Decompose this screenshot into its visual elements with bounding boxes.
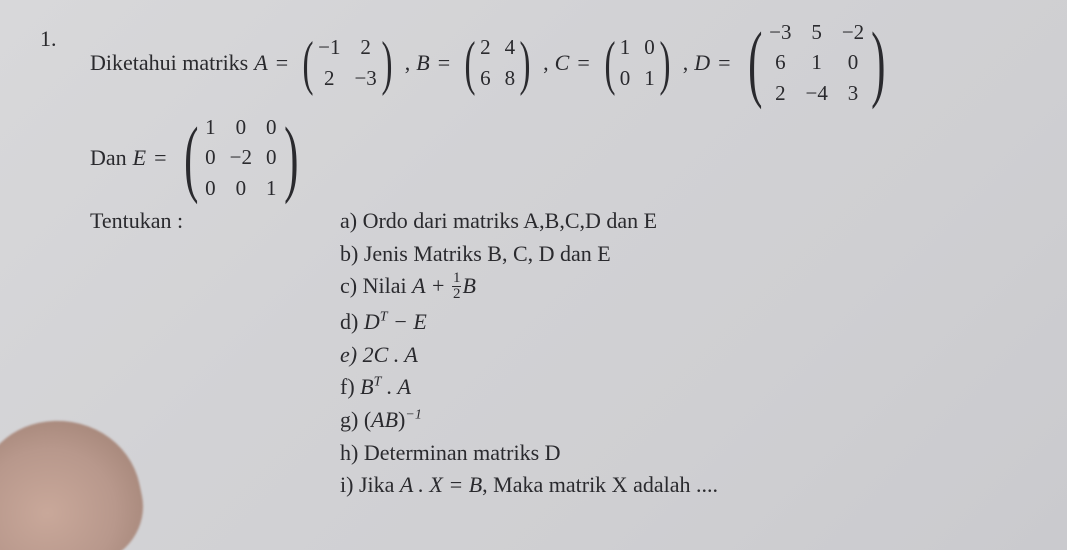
equals-icon: = [154,143,166,173]
cell: 0 [644,33,655,61]
cell: 2 [480,33,491,61]
cell: 8 [505,64,516,92]
item-c-prefix: c) Nilai [340,273,412,298]
cell: 6 [480,64,491,92]
cell: 2 [354,33,376,61]
item-c-A: A + [412,273,451,298]
dan-E-line: Dan E = ( 1 0 0 0 −2 0 0 0 1 ) [90,113,1027,202]
item-g-prefix: g) ( [340,407,371,432]
transpose-superscript: T [380,310,388,325]
matrix-B: ( 2 4 6 8 ) [460,33,535,92]
item-e: e) 2C . A [340,340,1027,370]
item-f-prefix: f) [340,374,360,399]
item-f-B: B [360,374,373,399]
cell: 4 [505,33,516,61]
frac-num: 1 [452,271,462,287]
cell: −4 [806,79,828,107]
question-line-1: Diketahui matriks A = ( −1 2 2 −3 ) , B … [90,18,1027,107]
matrix-B-label: B [416,48,429,78]
item-d-rest: − E [388,309,427,334]
cell: −2 [230,143,252,171]
comma: , [405,48,411,78]
comma: , [543,48,549,78]
item-b: b) Jenis Matriks B, C, D dan E [340,239,1027,269]
matrix-C: ( 1 0 0 1 ) [600,33,675,92]
equals-icon: = [276,48,288,78]
item-h: h) Determinan matriks D [340,438,1027,468]
item-i-prefix: i) Jika [340,472,400,497]
matrix-D: ( −3 5 −2 6 1 0 2 −4 3 ) [741,18,893,107]
lead-text: Diketahui matriks [90,48,248,78]
page: 1. Diketahui matriks A = ( −1 2 2 −3 ) ,… [0,0,1067,500]
matrix-D-label: D [694,48,710,78]
matrix-E: ( 1 0 0 0 −2 0 0 0 1 ) [177,113,306,202]
item-i-rest: , Maka matrik X adalah .... [482,472,718,497]
cell: 2 [318,64,340,92]
tentukan-label: Tentukan : [90,206,340,236]
fraction-half: 12 [452,271,462,302]
cell: 0 [230,174,252,202]
item-c: c) Nilai A + 12B [340,271,1027,303]
equals-icon: = [577,48,589,78]
matrix-C-label: C [555,48,570,78]
item-g: g) (AB)−1 [340,405,1027,435]
cell: 0 [266,113,277,141]
cell: 0 [266,143,277,171]
inverse-superscript: −1 [405,408,421,423]
item-i: i) Jika A . X = B, Maka matrik X adalah … [340,470,1027,500]
item-d-prefix: d) [340,309,364,334]
cell: 1 [806,48,828,76]
item-d: d) DT − E [340,307,1027,337]
matrix-E-label: E [133,143,146,173]
cell: 6 [769,48,791,76]
cell: 2 [769,79,791,107]
cell: 0 [205,174,216,202]
item-a: a) Ordo dari matriks A,B,C,D dan E [340,206,657,236]
cell: 0 [620,64,631,92]
cell: 1 [266,174,277,202]
sub-items: b) Jenis Matriks B, C, D dan E c) Nilai … [340,239,1027,500]
cell: 0 [842,48,864,76]
item-c-B: B [462,273,475,298]
item-d-D: D [364,309,380,334]
cell: 5 [806,18,828,46]
cell: −2 [842,18,864,46]
tentukan-line: Tentukan : a) Ordo dari matriks A,B,C,D … [70,206,1027,236]
item-i-AX: A . X = B [400,472,482,497]
matrix-A-label: A [254,48,267,78]
cell: 1 [620,33,631,61]
cell: 0 [205,143,216,171]
cell: 1 [644,64,655,92]
question-number: 1. [40,24,57,54]
equals-icon: = [438,48,450,78]
frac-den: 2 [452,287,462,302]
cell: −1 [318,33,340,61]
dan-text: Dan [90,143,127,173]
item-g-AB: AB [371,407,398,432]
cell: 0 [230,113,252,141]
equals-icon: = [718,48,730,78]
item-f: f) BT . A [340,372,1027,402]
cell: −3 [354,64,376,92]
cell: −3 [769,18,791,46]
item-f-rest: . A [381,374,411,399]
comma: , [683,48,689,78]
cell: 3 [842,79,864,107]
matrix-A: ( −1 2 2 −3 ) [298,33,397,92]
cell: 1 [205,113,216,141]
